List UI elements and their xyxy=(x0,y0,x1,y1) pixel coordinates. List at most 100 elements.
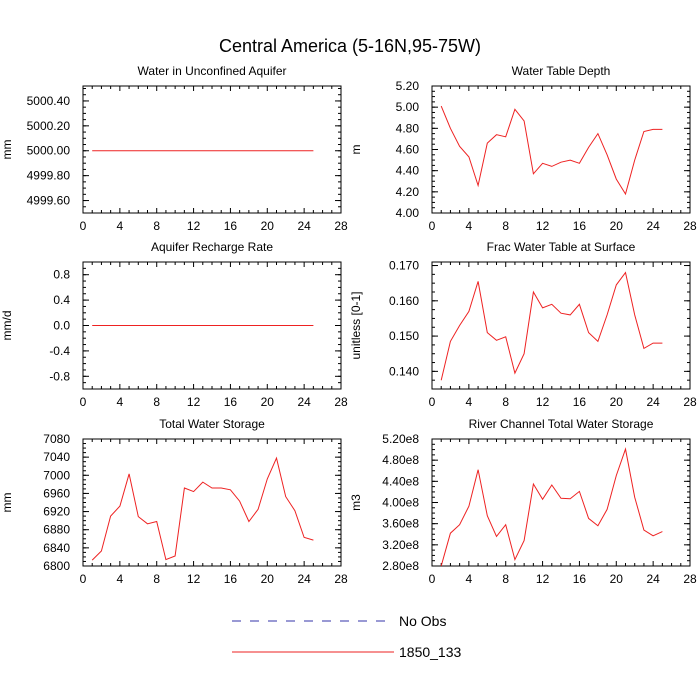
y-axis-label: mm xyxy=(0,140,14,160)
y-tick-label: 0.4 xyxy=(53,293,70,307)
x-tick-label: 4 xyxy=(117,219,124,233)
panel-title: Aquifer Recharge Rate xyxy=(151,240,273,254)
x-tick-label: 4 xyxy=(466,395,473,409)
x-tick-label: 20 xyxy=(261,395,275,409)
y-tick-label: 6840 xyxy=(43,541,70,555)
y-axis-label: mm/d xyxy=(0,311,14,341)
x-tick-label: 0 xyxy=(80,572,87,586)
chart-panel: Water in Unconfined Aquifer 0 4 8 12 16 20 24 28… xyxy=(0,64,348,233)
x-tick-label: 28 xyxy=(334,219,348,233)
x-tick-label: 20 xyxy=(610,572,624,586)
y-tick-label: 5000.20 xyxy=(27,119,71,133)
x-tick-label: 8 xyxy=(153,572,160,586)
y-tick-label: 4.00 xyxy=(396,206,420,220)
y-tick-label: 5000.00 xyxy=(27,144,71,158)
chart-panel: Frac Water Table at Surface 0 4 8 12 16 20 24 28… xyxy=(349,240,697,409)
x-tick-label: 16 xyxy=(573,572,587,586)
y-tick-label: 4.40e8 xyxy=(382,474,419,488)
plot-frame xyxy=(431,261,691,390)
legend: No Obs 1850_133 xyxy=(232,613,462,660)
chart-panel: Aquifer Recharge Rate 0 4 8 12 16 20 24 28 -0.8 -0… xyxy=(0,240,348,409)
x-tick-label: 4 xyxy=(117,395,124,409)
x-tick-label: 24 xyxy=(646,395,660,409)
panel-title: River Channel Total Water Storage xyxy=(469,417,654,431)
plot-frame xyxy=(82,438,342,567)
y-axis-label: m3 xyxy=(349,494,363,511)
y-tick-label: 0.160 xyxy=(389,294,419,308)
panel-title: Total Water Storage xyxy=(159,417,265,431)
x-tick-label: 12 xyxy=(536,395,550,409)
y-tick-label: 4999.60 xyxy=(27,194,71,208)
x-tick-label: 12 xyxy=(187,572,201,586)
x-tick-label: 16 xyxy=(573,395,587,409)
plot-frame xyxy=(431,438,691,567)
y-axis-label: unitless [0-1] xyxy=(349,291,363,359)
x-tick-label: 0 xyxy=(80,219,87,233)
x-tick-label: 24 xyxy=(297,395,311,409)
y-tick-label: 0.0 xyxy=(53,319,70,333)
y-tick-label: 6800 xyxy=(43,559,70,573)
x-tick-label: 12 xyxy=(187,395,201,409)
x-tick-label: 16 xyxy=(224,395,238,409)
x-tick-label: 12 xyxy=(536,572,550,586)
y-tick-label: 0.8 xyxy=(53,268,70,282)
legend-label: 1850_133 xyxy=(399,644,462,660)
series-line xyxy=(91,456,314,561)
chart-panel: River Channel Total Water Storage 0 4 8 12 16… xyxy=(349,417,697,586)
x-tick-label: 20 xyxy=(610,395,624,409)
x-tick-label: 28 xyxy=(334,572,348,586)
y-tick-label: 2.80e8 xyxy=(382,559,419,573)
y-tick-label: 5.00 xyxy=(396,100,420,114)
y-tick-label: 5.20e8 xyxy=(382,432,419,446)
plot-frame xyxy=(82,85,342,214)
series-line xyxy=(440,105,663,196)
y-tick-label: 4.80e8 xyxy=(382,453,419,467)
x-tick-label: 4 xyxy=(117,572,124,586)
x-tick-label: 0 xyxy=(429,219,436,233)
y-tick-label: 5000.40 xyxy=(27,94,71,108)
x-tick-label: 28 xyxy=(683,395,697,409)
y-tick-label: 7080 xyxy=(43,432,70,446)
x-tick-label: 0 xyxy=(429,572,436,586)
legend-label: No Obs xyxy=(399,613,446,629)
x-tick-label: 24 xyxy=(646,219,660,233)
x-tick-label: 16 xyxy=(573,219,587,233)
x-tick-label: 0 xyxy=(429,395,436,409)
y-tick-label: 0.140 xyxy=(389,364,419,378)
figure-title: Central America (5-16N,95-75W) xyxy=(219,36,481,56)
x-tick-label: 24 xyxy=(646,572,660,586)
series-line xyxy=(440,271,663,381)
y-tick-label: 3.20e8 xyxy=(382,538,419,552)
x-tick-label: 16 xyxy=(224,572,238,586)
series-line xyxy=(440,447,663,567)
x-tick-label: 8 xyxy=(502,572,509,586)
x-tick-label: 4 xyxy=(466,219,473,233)
y-tick-label: 4.20 xyxy=(396,185,420,199)
x-tick-label: 20 xyxy=(261,219,275,233)
x-tick-label: 4 xyxy=(466,572,473,586)
y-tick-label: 0.170 xyxy=(389,259,419,273)
y-tick-label: 4.80 xyxy=(396,121,420,135)
y-tick-label: -0.4 xyxy=(49,344,70,358)
x-tick-label: 24 xyxy=(297,219,311,233)
x-tick-label: 28 xyxy=(683,219,697,233)
x-tick-label: 12 xyxy=(187,219,201,233)
panel-title: Frac Water Table at Surface xyxy=(487,240,636,254)
panel-title: Water in Unconfined Aquifer xyxy=(138,64,287,78)
y-tick-label: 7040 xyxy=(43,450,70,464)
y-tick-label: 0.150 xyxy=(389,329,419,343)
y-tick-label: 4999.80 xyxy=(27,169,71,183)
x-tick-label: 28 xyxy=(334,395,348,409)
x-tick-label: 20 xyxy=(261,572,275,586)
x-tick-label: 0 xyxy=(80,395,87,409)
y-tick-label: 4.60 xyxy=(396,143,420,157)
panel-title: Water Table Depth xyxy=(512,64,611,78)
x-tick-label: 16 xyxy=(224,219,238,233)
y-axis-label: mm xyxy=(0,493,14,513)
chart-panel: Total Water Storage 0 4 8 12 16 20 24 28 6800 6840… xyxy=(0,417,348,586)
y-tick-label: 6880 xyxy=(43,523,70,537)
y-tick-label: 6920 xyxy=(43,505,70,519)
y-tick-label: 6960 xyxy=(43,486,70,500)
y-tick-label: 4.40 xyxy=(396,164,420,178)
